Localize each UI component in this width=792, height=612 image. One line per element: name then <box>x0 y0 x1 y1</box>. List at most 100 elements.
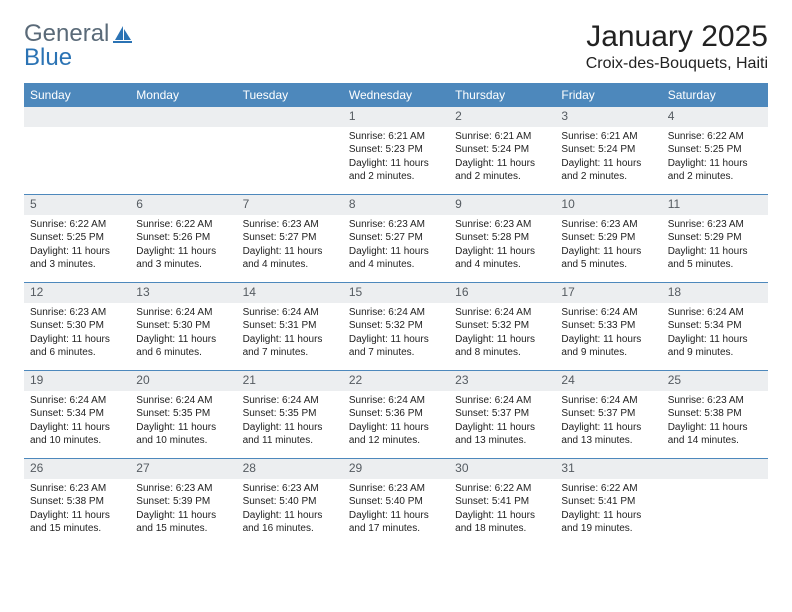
daylight-text: Daylight: 11 hours and 3 minutes. <box>30 245 124 272</box>
header: General January 2025 Croix-des-Bouquets,… <box>24 20 768 73</box>
sunset-text: Sunset: 5:39 PM <box>136 495 230 509</box>
day-details: Sunrise: 6:24 AMSunset: 5:35 PMDaylight:… <box>237 391 343 454</box>
daylight-text: Daylight: 11 hours and 7 minutes. <box>243 333 337 360</box>
daylight-text: Daylight: 11 hours and 11 minutes. <box>243 421 337 448</box>
calendar-cell: 2Sunrise: 6:21 AMSunset: 5:24 PMDaylight… <box>449 106 555 194</box>
sunrise-text: Sunrise: 6:24 AM <box>349 394 443 408</box>
sunset-text: Sunset: 5:38 PM <box>30 495 124 509</box>
day-details: Sunrise: 6:23 AMSunset: 5:40 PMDaylight:… <box>237 479 343 542</box>
sunrise-text: Sunrise: 6:23 AM <box>243 218 337 232</box>
calendar-cell: 29Sunrise: 6:23 AMSunset: 5:40 PMDayligh… <box>343 458 449 546</box>
calendar-cell: 24Sunrise: 6:24 AMSunset: 5:37 PMDayligh… <box>555 370 661 458</box>
sunset-text: Sunset: 5:32 PM <box>349 319 443 333</box>
day-details: Sunrise: 6:23 AMSunset: 5:30 PMDaylight:… <box>24 303 130 366</box>
day-number <box>130 107 236 127</box>
day-number <box>662 459 768 479</box>
day-number: 14 <box>237 283 343 303</box>
sunrise-text: Sunrise: 6:24 AM <box>455 306 549 320</box>
daylight-text: Daylight: 11 hours and 8 minutes. <box>455 333 549 360</box>
day-details: Sunrise: 6:23 AMSunset: 5:38 PMDaylight:… <box>662 391 768 454</box>
daylight-text: Daylight: 11 hours and 5 minutes. <box>561 245 655 272</box>
day-details: Sunrise: 6:24 AMSunset: 5:37 PMDaylight:… <box>555 391 661 454</box>
daylight-text: Daylight: 11 hours and 16 minutes. <box>243 509 337 536</box>
daylight-text: Daylight: 11 hours and 9 minutes. <box>668 333 762 360</box>
day-number <box>24 107 130 127</box>
sunrise-text: Sunrise: 6:24 AM <box>243 306 337 320</box>
calendar-cell: 3Sunrise: 6:21 AMSunset: 5:24 PMDaylight… <box>555 106 661 194</box>
day-details: Sunrise: 6:22 AMSunset: 5:26 PMDaylight:… <box>130 215 236 278</box>
day-number: 17 <box>555 283 661 303</box>
day-details: Sunrise: 6:24 AMSunset: 5:34 PMDaylight:… <box>24 391 130 454</box>
sunrise-text: Sunrise: 6:24 AM <box>30 394 124 408</box>
sunrise-text: Sunrise: 6:23 AM <box>668 218 762 232</box>
sunrise-text: Sunrise: 6:23 AM <box>349 482 443 496</box>
day-details: Sunrise: 6:24 AMSunset: 5:32 PMDaylight:… <box>449 303 555 366</box>
sunrise-text: Sunrise: 6:24 AM <box>136 306 230 320</box>
day-details: Sunrise: 6:22 AMSunset: 5:25 PMDaylight:… <box>24 215 130 278</box>
dow-sun: Sunday <box>24 85 130 106</box>
daylight-text: Daylight: 11 hours and 5 minutes. <box>668 245 762 272</box>
sunset-text: Sunset: 5:37 PM <box>561 407 655 421</box>
day-details: Sunrise: 6:21 AMSunset: 5:24 PMDaylight:… <box>449 127 555 190</box>
day-details: Sunrise: 6:23 AMSunset: 5:29 PMDaylight:… <box>555 215 661 278</box>
day-details: Sunrise: 6:24 AMSunset: 5:30 PMDaylight:… <box>130 303 236 366</box>
daylight-text: Daylight: 11 hours and 14 minutes. <box>668 421 762 448</box>
day-details: Sunrise: 6:24 AMSunset: 5:34 PMDaylight:… <box>662 303 768 366</box>
day-number: 3 <box>555 107 661 127</box>
calendar-cell: 19Sunrise: 6:24 AMSunset: 5:34 PMDayligh… <box>24 370 130 458</box>
sunset-text: Sunset: 5:24 PM <box>561 143 655 157</box>
sunrise-text: Sunrise: 6:21 AM <box>455 130 549 144</box>
day-number: 4 <box>662 107 768 127</box>
month-title: January 2025 <box>586 20 768 53</box>
daylight-text: Daylight: 11 hours and 4 minutes. <box>243 245 337 272</box>
day-details: Sunrise: 6:23 AMSunset: 5:27 PMDaylight:… <box>343 215 449 278</box>
calendar-cell <box>130 106 236 194</box>
sunset-text: Sunset: 5:40 PM <box>243 495 337 509</box>
calendar-cell: 17Sunrise: 6:24 AMSunset: 5:33 PMDayligh… <box>555 282 661 370</box>
daylight-text: Daylight: 11 hours and 13 minutes. <box>561 421 655 448</box>
day-number: 20 <box>130 371 236 391</box>
day-details: Sunrise: 6:21 AMSunset: 5:23 PMDaylight:… <box>343 127 449 190</box>
daylight-text: Daylight: 11 hours and 2 minutes. <box>455 157 549 184</box>
sunset-text: Sunset: 5:25 PM <box>30 231 124 245</box>
sunrise-text: Sunrise: 6:22 AM <box>136 218 230 232</box>
calendar-cell: 12Sunrise: 6:23 AMSunset: 5:30 PMDayligh… <box>24 282 130 370</box>
day-details: Sunrise: 6:24 AMSunset: 5:36 PMDaylight:… <box>343 391 449 454</box>
sunset-text: Sunset: 5:35 PM <box>136 407 230 421</box>
dow-mon: Monday <box>130 85 236 106</box>
day-number: 19 <box>24 371 130 391</box>
day-details: Sunrise: 6:24 AMSunset: 5:31 PMDaylight:… <box>237 303 343 366</box>
calendar-page: General January 2025 Croix-des-Bouquets,… <box>0 0 792 612</box>
day-number: 5 <box>24 195 130 215</box>
sunset-text: Sunset: 5:35 PM <box>243 407 337 421</box>
sunset-text: Sunset: 5:34 PM <box>668 319 762 333</box>
daylight-text: Daylight: 11 hours and 9 minutes. <box>561 333 655 360</box>
day-details: Sunrise: 6:23 AMSunset: 5:38 PMDaylight:… <box>24 479 130 542</box>
day-details: Sunrise: 6:24 AMSunset: 5:35 PMDaylight:… <box>130 391 236 454</box>
sunset-text: Sunset: 5:36 PM <box>349 407 443 421</box>
day-number: 12 <box>24 283 130 303</box>
sunrise-text: Sunrise: 6:23 AM <box>30 482 124 496</box>
day-number: 6 <box>130 195 236 215</box>
day-number: 16 <box>449 283 555 303</box>
daylight-text: Daylight: 11 hours and 6 minutes. <box>136 333 230 360</box>
day-number: 11 <box>662 195 768 215</box>
sunset-text: Sunset: 5:29 PM <box>561 231 655 245</box>
calendar-cell: 22Sunrise: 6:24 AMSunset: 5:36 PMDayligh… <box>343 370 449 458</box>
sunrise-text: Sunrise: 6:23 AM <box>455 218 549 232</box>
day-number: 31 <box>555 459 661 479</box>
sunrise-text: Sunrise: 6:22 AM <box>455 482 549 496</box>
sunset-text: Sunset: 5:23 PM <box>349 143 443 157</box>
calendar-cell: 16Sunrise: 6:24 AMSunset: 5:32 PMDayligh… <box>449 282 555 370</box>
sunrise-text: Sunrise: 6:24 AM <box>561 306 655 320</box>
day-details: Sunrise: 6:21 AMSunset: 5:24 PMDaylight:… <box>555 127 661 190</box>
day-number: 8 <box>343 195 449 215</box>
sunrise-text: Sunrise: 6:22 AM <box>668 130 762 144</box>
daylight-text: Daylight: 11 hours and 2 minutes. <box>668 157 762 184</box>
day-details: Sunrise: 6:23 AMSunset: 5:28 PMDaylight:… <box>449 215 555 278</box>
day-number: 26 <box>24 459 130 479</box>
calendar-cell: 1Sunrise: 6:21 AMSunset: 5:23 PMDaylight… <box>343 106 449 194</box>
calendar-cell: 26Sunrise: 6:23 AMSunset: 5:38 PMDayligh… <box>24 458 130 546</box>
sunset-text: Sunset: 5:40 PM <box>349 495 443 509</box>
day-details <box>24 127 130 136</box>
